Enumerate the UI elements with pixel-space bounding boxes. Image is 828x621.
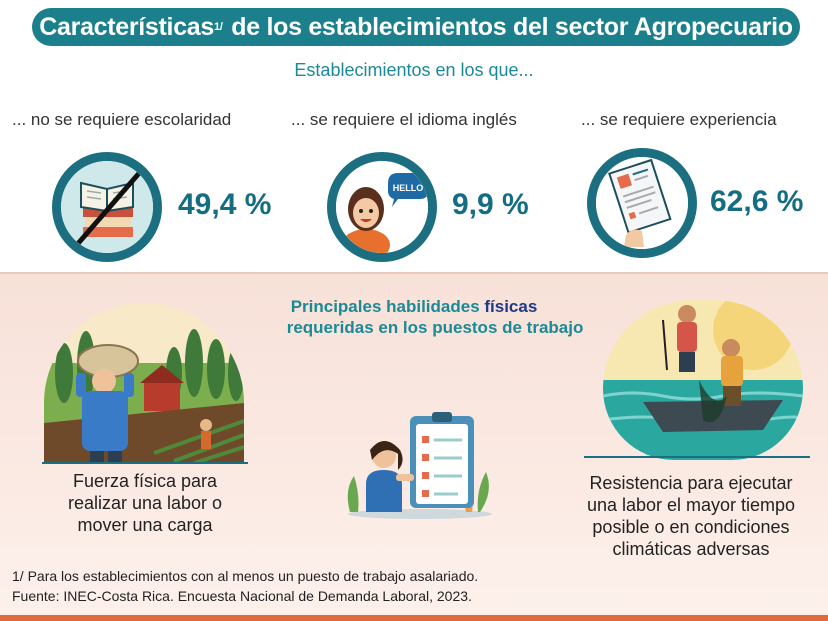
footnote: 1/ Para los establecimientos con al meno… <box>12 568 479 584</box>
books-icon <box>52 152 162 262</box>
skills-title-highlight: físicas <box>484 297 538 316</box>
title-part-1: Características <box>39 12 215 41</box>
speaker-hello-icon: HELLO <box>327 152 437 262</box>
bottom-accent-bar <box>0 615 828 621</box>
requirement-label-experience: ... se requiere experiencia <box>581 110 777 129</box>
requirement-label-english: ... se requiere el idioma inglés <box>291 110 517 129</box>
skill-strength-text: Fuerza física para realizar una labor o … <box>67 471 223 535</box>
value-english: 9,9 % <box>452 188 529 221</box>
subtitle: Establecimientos en los que... <box>294 60 534 80</box>
right-divider <box>584 456 810 458</box>
left-divider <box>42 462 248 464</box>
requirement-label-schooling: ... no se requiere escolaridad <box>12 110 232 129</box>
skills-title: Principales habilidades físicas requerid… <box>282 296 584 338</box>
section-divider <box>0 272 828 274</box>
skills-title-part-1: Principales habilidades <box>290 297 485 316</box>
farm-worker-illustration <box>44 303 244 463</box>
hello-bubble-text: HELLO <box>393 183 424 193</box>
title-part-2: de los establecimientos del sector Agrop… <box>224 12 793 41</box>
fishermen-illustration <box>603 300 803 460</box>
skill-endurance-text: Resistencia para ejecutar una labor el m… <box>586 473 796 559</box>
skills-title-part-2: requeridas en los puestos de trabajo <box>282 318 584 337</box>
title-footnote-mark: 1/ <box>214 21 223 33</box>
page-title: Características 1/ de los establecimiento… <box>32 8 800 46</box>
resume-document-icon <box>587 148 697 258</box>
source-note: Fuente: INEC-Costa Rica. Encuesta Nacion… <box>12 588 472 604</box>
value-experience: 62,6 % <box>710 185 804 218</box>
value-no-schooling: 49,4 % <box>178 188 272 221</box>
clipboard-checklist-illustration <box>340 410 500 520</box>
